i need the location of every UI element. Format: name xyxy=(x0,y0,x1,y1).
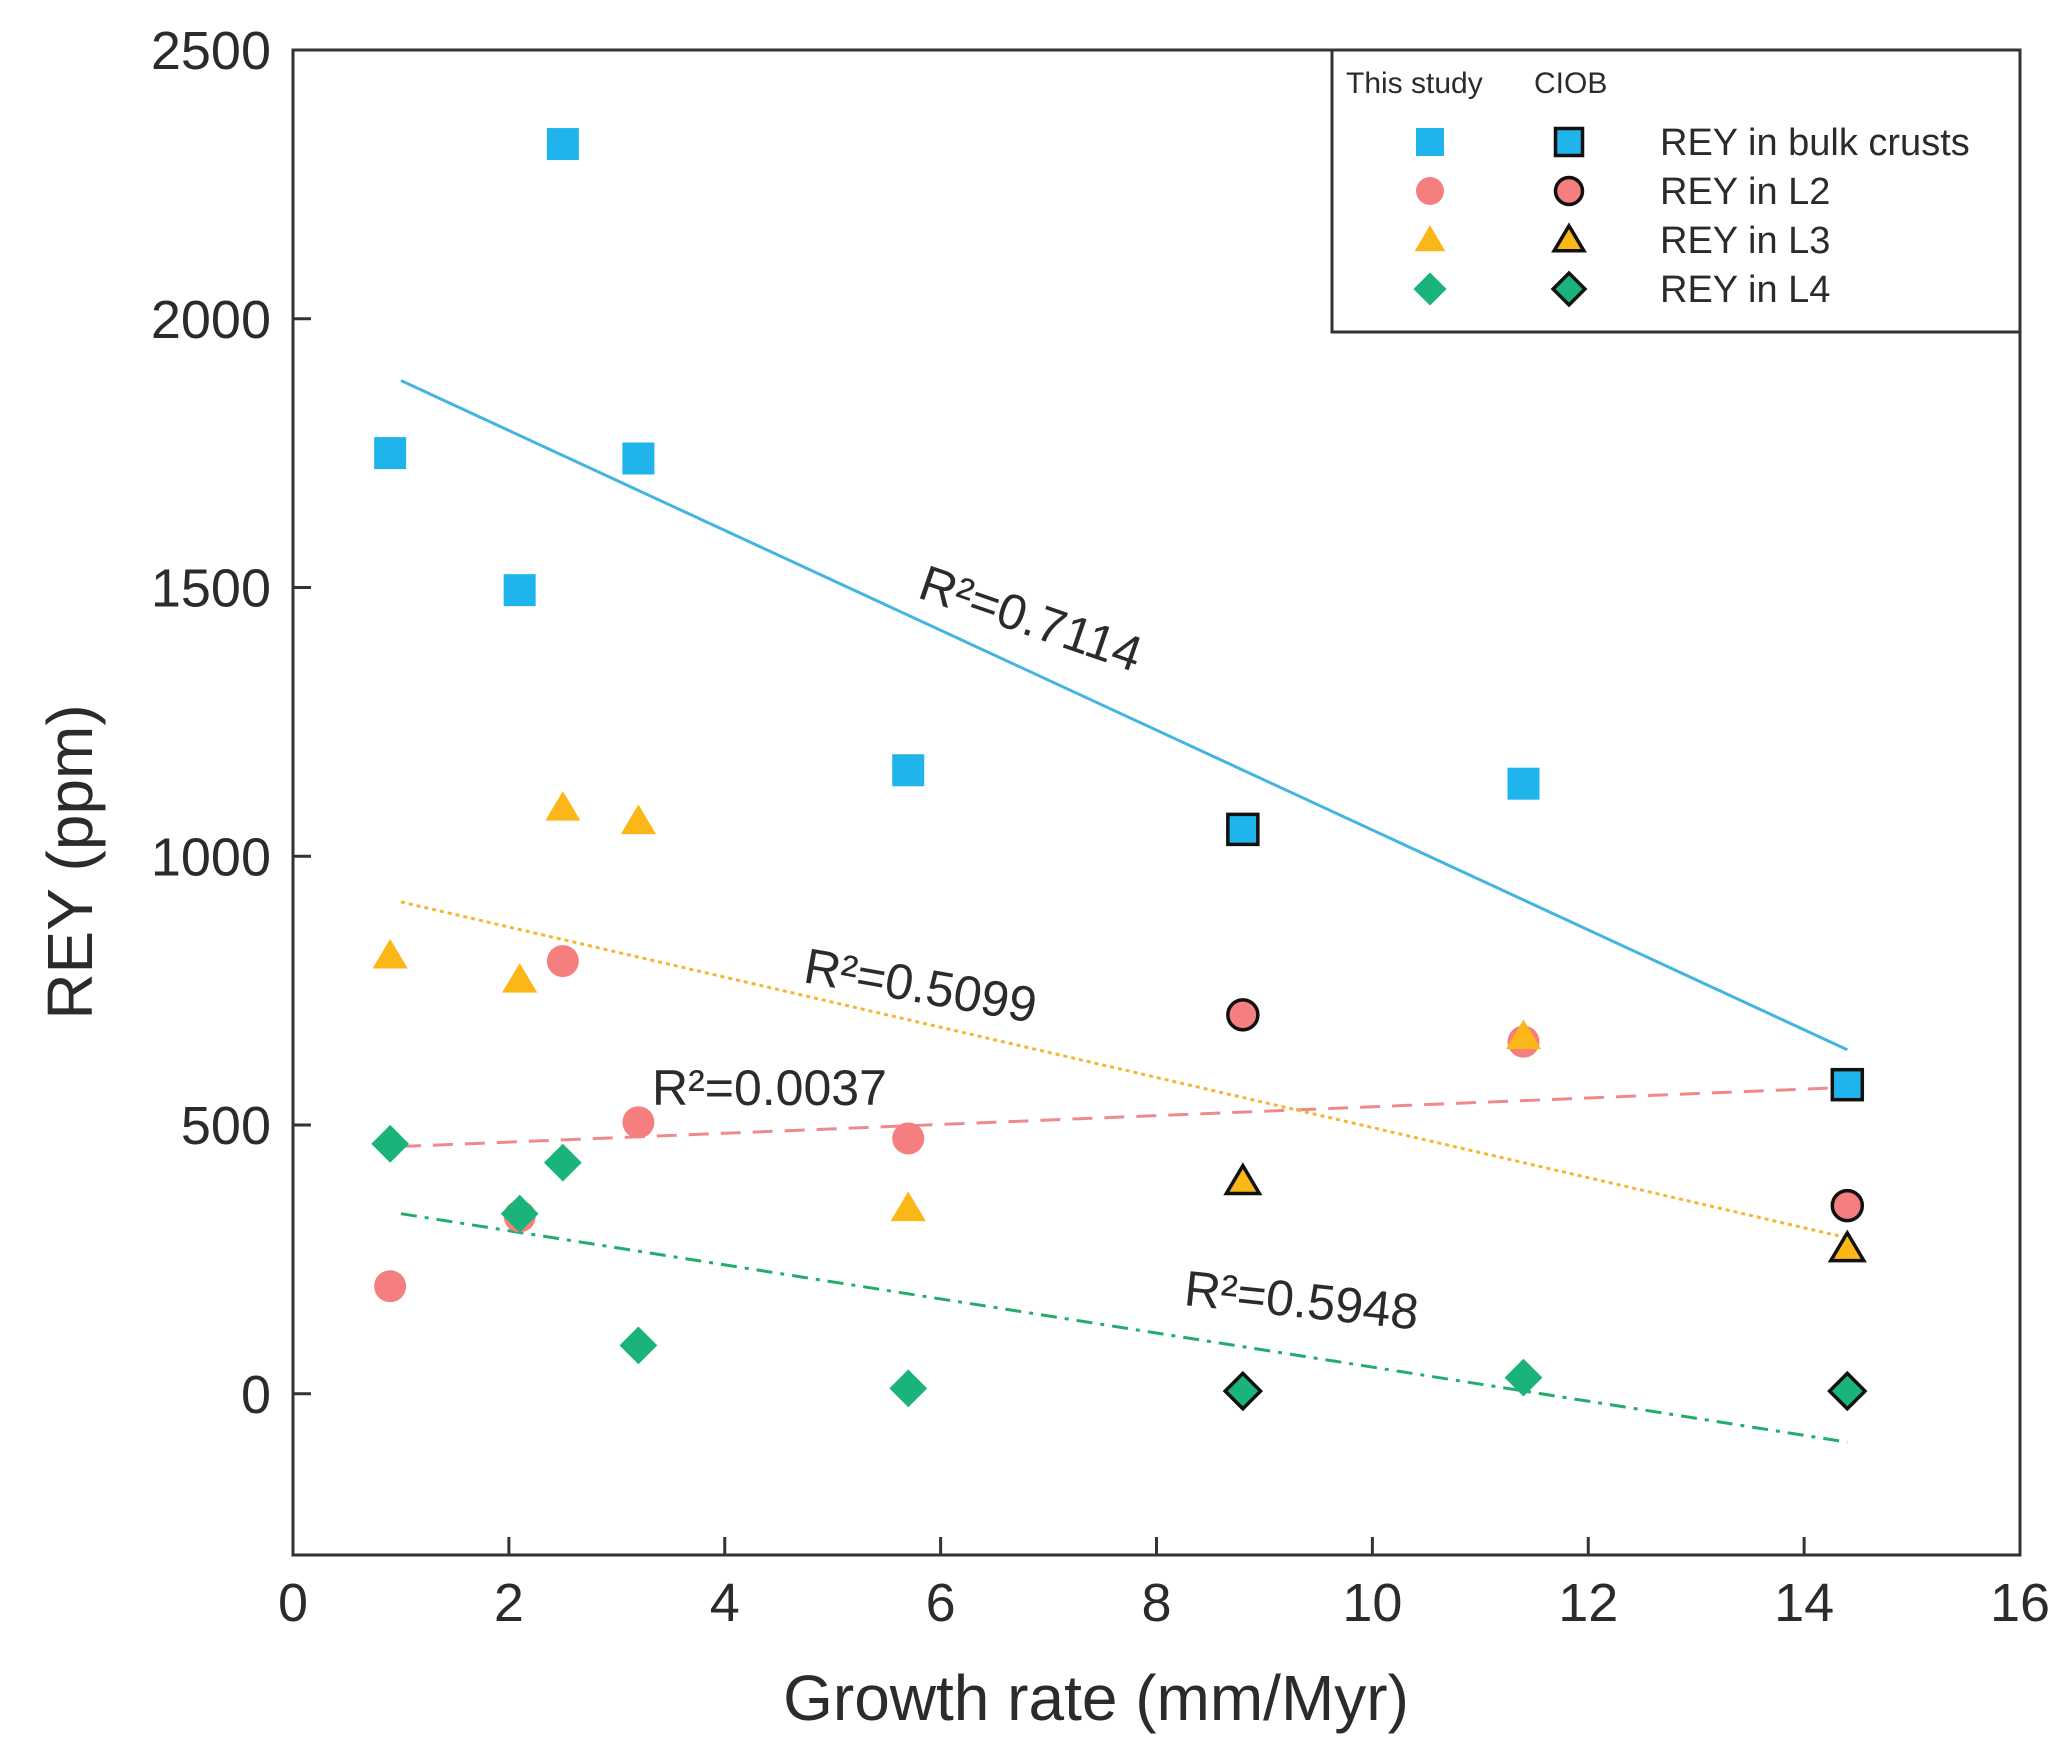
point-this-study-triangle xyxy=(372,938,408,969)
y-tick-label: 1500 xyxy=(151,559,271,619)
x-tick-label: 12 xyxy=(1558,1573,1618,1633)
legend-marker-ciob xyxy=(1551,222,1587,253)
legend-marker-this-study xyxy=(1416,128,1444,156)
point-this-study-square xyxy=(1507,767,1540,800)
point-ciob-square xyxy=(1830,1067,1865,1102)
fit-line-4 xyxy=(400,1212,1848,1444)
point-ciob-circle xyxy=(1830,1188,1865,1223)
point-ciob-diamond xyxy=(1222,1370,1264,1412)
point-this-study-square xyxy=(622,442,655,475)
point-ciob-square xyxy=(1226,812,1260,847)
x-tick-label: 14 xyxy=(1774,1573,1834,1633)
y-axis-label: REY (ppm) xyxy=(34,704,106,1019)
legend-box xyxy=(1330,48,2022,334)
y-tick-label: 500 xyxy=(181,1096,271,1156)
point-this-study-square xyxy=(374,437,407,470)
y-tick-label: 2000 xyxy=(151,290,271,350)
x-axis-label: Growth rate (mm/Myr) xyxy=(783,1662,1409,1734)
legend-marker-ciob xyxy=(1550,270,1588,308)
point-ciob-triangle xyxy=(1223,1162,1263,1196)
point-this-study-square xyxy=(503,574,536,607)
legend-header-ciob: CIOB xyxy=(1534,67,1607,100)
point-ciob-triangle xyxy=(1827,1229,1867,1263)
y-tick-label: 1000 xyxy=(151,827,271,887)
r2-label-4: R²=0.5948 xyxy=(1182,1260,1421,1340)
point-this-study-diamond xyxy=(619,1326,658,1365)
point-this-study-square xyxy=(892,754,925,787)
point-this-study-diamond xyxy=(1504,1358,1543,1397)
r2-labels: R²=0.7114 R²=0.0037 R²=0.5099 R²=0.5948 xyxy=(652,554,1421,1340)
x-tick-label: 4 xyxy=(710,1573,740,1633)
legend-marker-ciob xyxy=(1553,175,1585,207)
y-tick-label: 0 xyxy=(241,1365,271,1425)
point-this-study-triangle xyxy=(545,791,581,821)
y-tick-label: 2500 xyxy=(151,21,271,81)
legend-entries: REY in bulk crusts REY in L2 REY in L3 REY … xyxy=(1413,122,1970,311)
point-this-study-diamond xyxy=(500,1194,539,1233)
legend-marker-this-study xyxy=(1414,225,1446,252)
legend-header-this-study: This study xyxy=(1346,67,1483,100)
point-this-study-triangle xyxy=(890,1191,926,1222)
point-ciob-circle xyxy=(1226,998,1260,1032)
point-this-study-circle xyxy=(374,1270,407,1303)
x-tick-label: 10 xyxy=(1342,1573,1402,1633)
x-tick-label: 16 xyxy=(1990,1573,2050,1633)
point-this-study-diamond xyxy=(543,1143,582,1182)
r2-label-3: R²=0.5099 xyxy=(800,938,1041,1034)
legend-marker-this-study xyxy=(1416,177,1444,205)
x-tick-label: 6 xyxy=(926,1573,956,1633)
legend-marker-ciob xyxy=(1553,126,1585,158)
legend-label: REY in bulk crusts xyxy=(1660,122,1970,164)
point-ciob-diamond xyxy=(1827,1370,1868,1412)
point-this-study-circle xyxy=(546,945,579,978)
fit-line-1 xyxy=(400,379,1848,1052)
data-points xyxy=(371,128,1868,1412)
x-axis-ticks: 0 2 4 6 8 10 12 14 16 xyxy=(278,1537,2050,1633)
fit-line-3 xyxy=(400,900,1848,1240)
r2-label-1: R²=0.7114 xyxy=(912,554,1149,682)
legend-label: REY in L4 xyxy=(1660,269,1830,311)
y-axis-ticks: 0 500 1000 1500 2000 2500 xyxy=(151,21,311,1425)
point-this-study-triangle xyxy=(1505,1019,1542,1050)
point-this-study-square xyxy=(546,128,579,161)
legend-marker-this-study xyxy=(1413,272,1447,306)
x-tick-label: 0 xyxy=(278,1573,308,1633)
point-this-study-triangle xyxy=(620,804,656,835)
point-this-study-triangle xyxy=(502,963,538,993)
point-this-study-circle xyxy=(622,1106,655,1139)
legend-label: REY in L3 xyxy=(1660,220,1830,262)
point-this-study-circle xyxy=(892,1122,925,1155)
x-tick-label: 8 xyxy=(1141,1573,1171,1633)
fit-lines xyxy=(400,379,1848,1444)
legend-label: REY in L2 xyxy=(1660,171,1830,213)
point-this-study-diamond xyxy=(889,1369,928,1408)
r2-label-2: R²=0.0037 xyxy=(652,1060,887,1116)
fit-line-2 xyxy=(400,1085,1848,1148)
point-this-study-diamond xyxy=(371,1124,410,1163)
x-tick-label: 2 xyxy=(494,1573,524,1633)
